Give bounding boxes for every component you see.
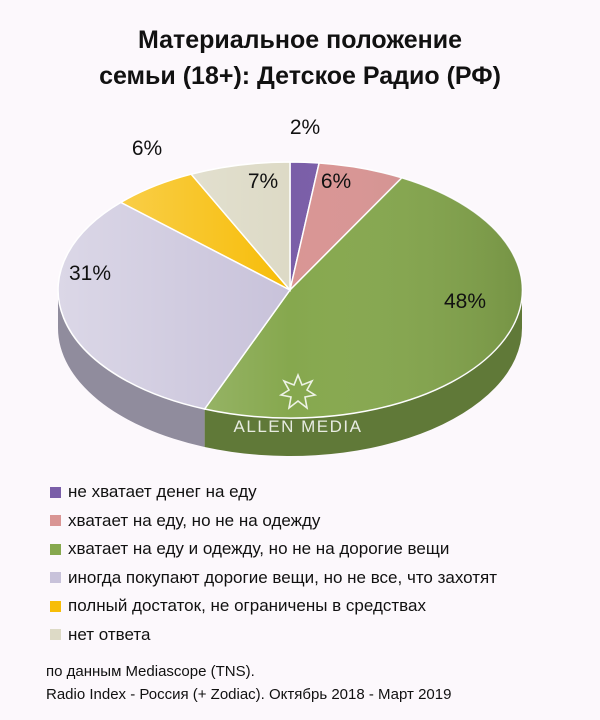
source-line2: Radio Index - Россия (+ Zodiac). Октябрь… — [46, 686, 452, 703]
watermark: ALLEN MEDIA — [234, 372, 363, 436]
pie-shine — [58, 162, 522, 418]
pie-data-label: 6% — [132, 137, 162, 160]
legend-label: хватает на еду, но не на одежду — [68, 510, 321, 530]
chart-title: Материальное положение семьи (18+): Детс… — [0, 22, 600, 94]
legend-item: не хватает денег на еду — [50, 478, 497, 507]
pie-data-label: 48% — [444, 290, 486, 313]
pie-sides — [58, 290, 522, 456]
legend-item: иногда покупают дорогие вещи, но не все,… — [50, 564, 497, 593]
source-note: по данным Mediascope (TNS). Radio Index … — [46, 660, 451, 706]
pie-slices — [57, 161, 524, 419]
pie-slice-side — [58, 290, 205, 447]
legend-label: иногда покупают дорогие вещи, но не все,… — [68, 567, 498, 587]
star-burst-logo-icon — [278, 372, 318, 410]
legend-label: полный достаток, не ограничены в средств… — [68, 596, 426, 616]
pie-labels: 2% 6% 48% 31% 6% 7% — [69, 116, 486, 313]
chart-title-line1: Материальное положение — [137, 26, 463, 54]
legend-swatch — [50, 486, 61, 498]
chart-title-line2: семьи (18+): Детское Радио (РФ) — [99, 62, 501, 90]
source-line1: по данным Mediascope (TNS). — [46, 663, 255, 680]
legend-swatch — [50, 600, 61, 612]
legend: не хватает денег на еду хватает на еду, н… — [50, 478, 497, 649]
legend-item: хватает на еду и одежду, но не на дороги… — [50, 535, 497, 564]
legend-label: не хватает денег на еду — [68, 482, 257, 502]
pie-data-label: 2% — [290, 116, 320, 139]
pie-data-label: 31% — [69, 262, 111, 285]
legend-label: нет ответа — [68, 624, 151, 644]
legend-label: хватает на еду и одежду, но не на дороги… — [68, 539, 450, 559]
pie-chart: 2% 6% 48% 31% 6% 7% ALLEN MEDIA — [57, 116, 524, 456]
watermark-text: ALLEN MEDIA — [234, 417, 363, 436]
legend-swatch — [50, 543, 61, 555]
pie-data-label: 7% — [248, 170, 278, 193]
legend-item: полный достаток, не ограничены в средств… — [50, 592, 497, 621]
legend-swatch — [50, 515, 61, 527]
pie-slice-side — [204, 290, 522, 456]
legend-swatch — [50, 629, 61, 641]
pie-data-label: 6% — [321, 170, 351, 193]
legend-item: нет ответа — [50, 621, 497, 650]
legend-swatch — [50, 572, 61, 584]
legend-item: хватает на еду, но не на одежду — [50, 507, 497, 536]
